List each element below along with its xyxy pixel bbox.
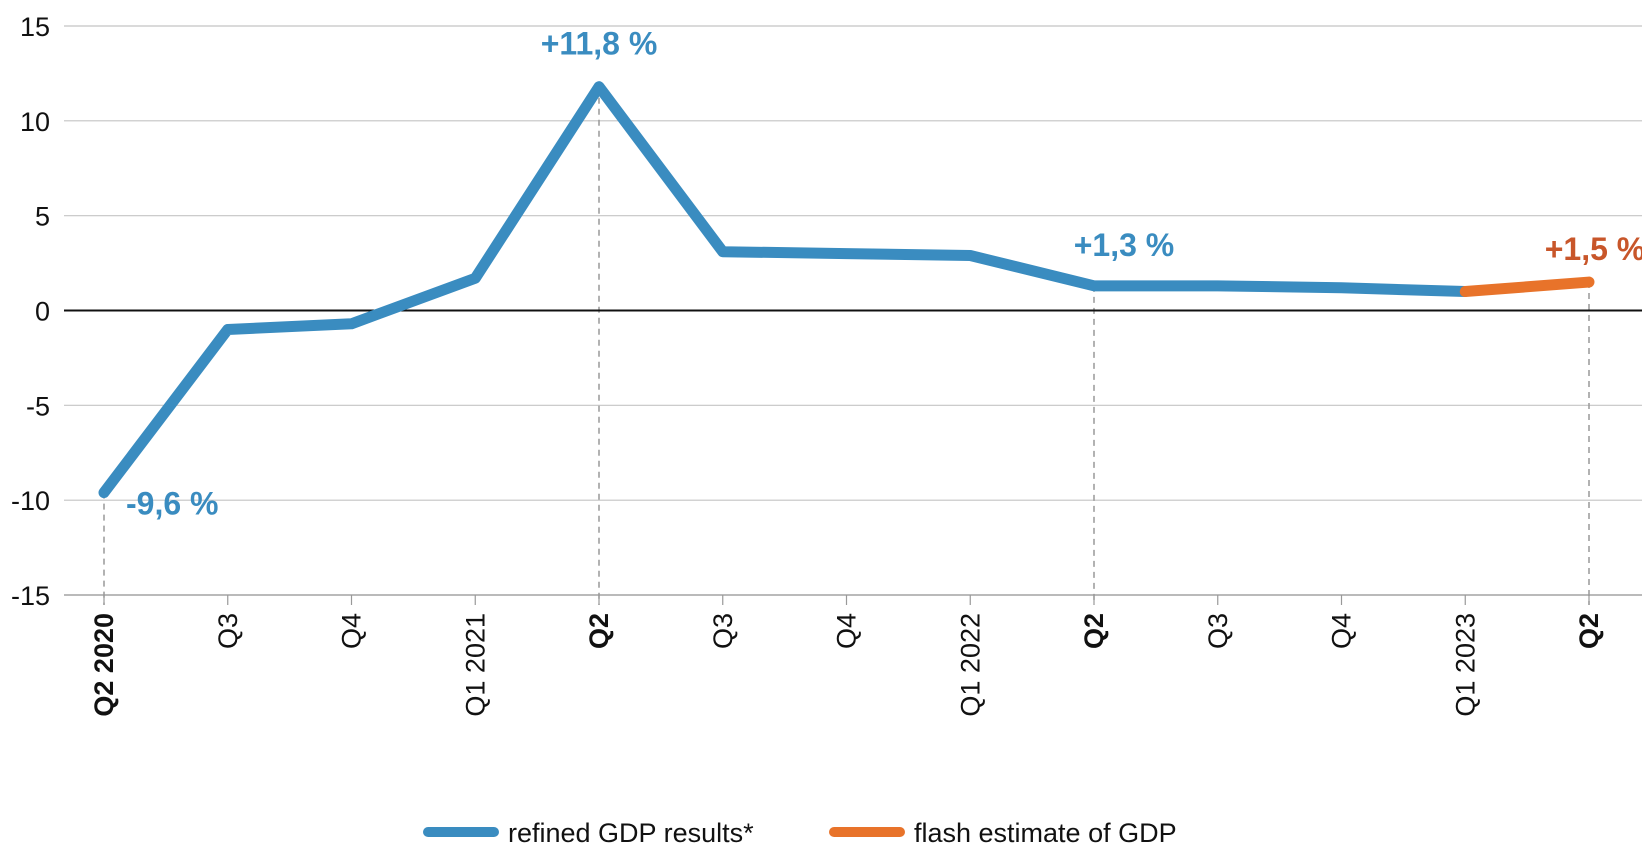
y-tick-label: 0 bbox=[35, 297, 50, 327]
y-tick-label: -10 bbox=[11, 486, 50, 516]
data-label: +11,8 % bbox=[541, 26, 658, 62]
x-tick-label: Q2 bbox=[584, 613, 614, 649]
x-tick-label: Q3 bbox=[1203, 613, 1233, 649]
x-tick-label: Q1 2023 bbox=[1450, 613, 1480, 717]
series-line bbox=[1459, 276, 1595, 298]
data-label: -9,6 % bbox=[126, 486, 218, 522]
series-lines bbox=[98, 81, 1595, 499]
x-tick-label: Q3 bbox=[708, 613, 738, 649]
x-tick-label: Q3 bbox=[213, 613, 243, 649]
x-tick-label: Q4 bbox=[832, 613, 862, 649]
legend: refined GDP results* flash estimate of GD… bbox=[423, 818, 1177, 846]
y-axis-ticks: 15 10 5 0 -5 -10 -15 bbox=[11, 12, 50, 611]
legend-label: refined GDP results* bbox=[508, 818, 754, 846]
x-tick-label: Q1 2022 bbox=[955, 613, 985, 717]
series-line bbox=[98, 81, 1471, 499]
data-label: +1,5 % bbox=[1545, 231, 1642, 267]
y-tick-label: 10 bbox=[20, 107, 50, 137]
y-tick-label: -5 bbox=[26, 391, 50, 421]
data-annotations: -9,6 % +11,8 % +1,3 % +1,5 % bbox=[126, 26, 1642, 522]
x-tick-label: Q2 bbox=[1574, 613, 1604, 649]
x-tick-label: Q4 bbox=[337, 613, 367, 649]
x-tick-label: Q2 bbox=[1079, 613, 1109, 649]
x-axis: Q2 2020 Q3 Q4 Q1 2021 Q2 Q3 Q4 Q1 2022 Q2 Q3 Q4 Q1 … bbox=[64, 594, 1642, 717]
x-tick-label: Q2 2020 bbox=[89, 613, 119, 717]
x-tick-label: Q4 bbox=[1327, 613, 1357, 649]
legend-label: flash estimate of GDP bbox=[914, 818, 1177, 846]
drop-lines bbox=[103, 86, 1590, 605]
y-tick-label: 5 bbox=[35, 202, 50, 232]
data-label: +1,3 % bbox=[1074, 227, 1175, 263]
x-tick-label: Q1 2021 bbox=[460, 613, 490, 717]
y-tick-label: -15 bbox=[11, 581, 50, 611]
y-tick-label: 15 bbox=[20, 12, 50, 42]
